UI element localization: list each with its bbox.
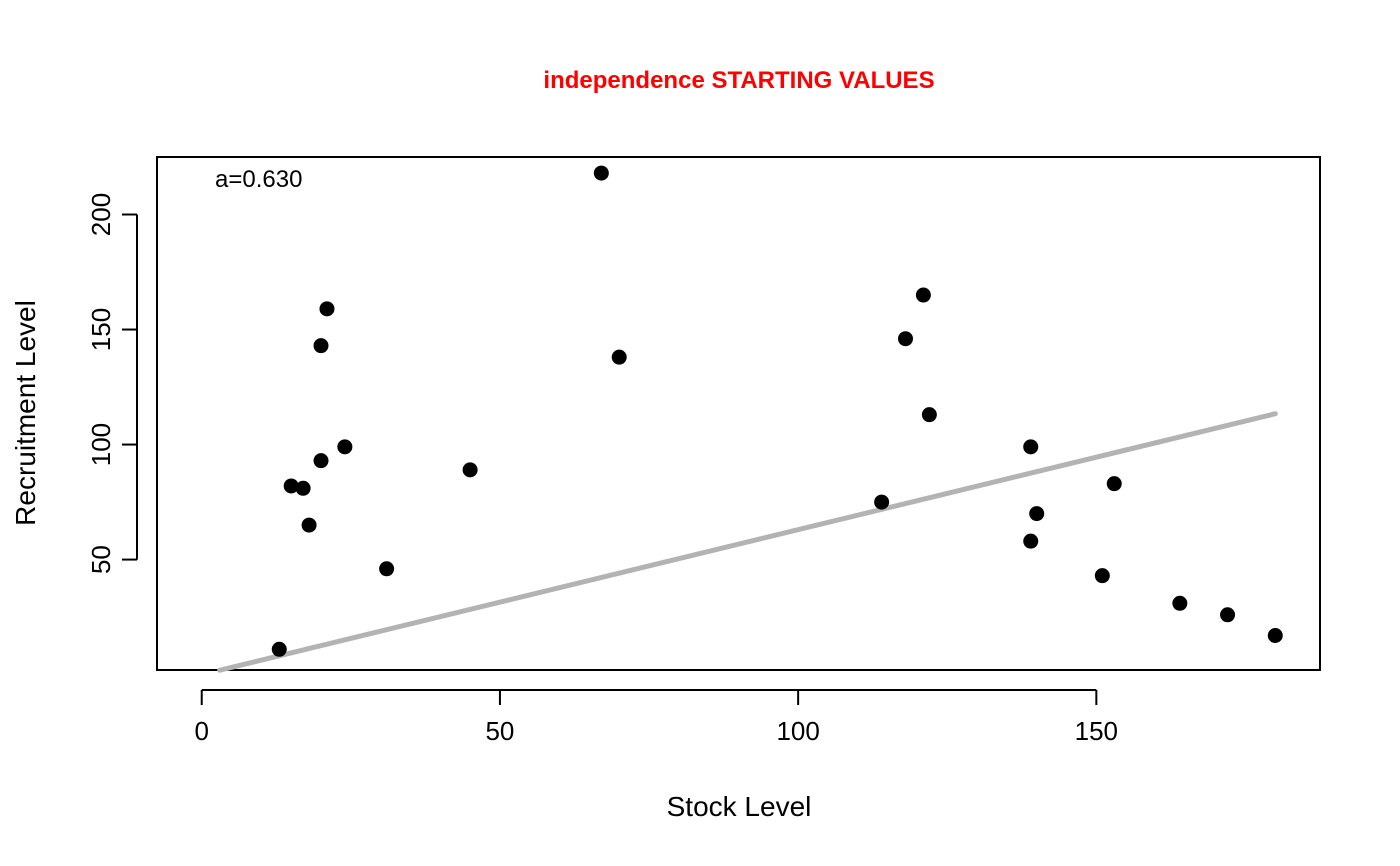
data-point <box>921 407 937 423</box>
y-tick-label: 100 <box>86 423 116 466</box>
points-group <box>271 165 1283 657</box>
data-point <box>1023 533 1039 549</box>
x-tick-label: 50 <box>485 716 514 746</box>
data-point <box>271 641 287 657</box>
data-point <box>1094 568 1110 584</box>
data-point <box>462 462 478 478</box>
data-point <box>1172 595 1188 611</box>
data-point <box>897 331 913 347</box>
data-point <box>1267 627 1283 643</box>
x-tick-label: 150 <box>1075 716 1118 746</box>
data-point <box>593 165 609 181</box>
data-point <box>295 480 311 496</box>
data-point <box>283 478 299 494</box>
x-tick-label: 0 <box>194 716 208 746</box>
fit-line <box>217 411 1278 673</box>
y-tick-label: 50 <box>86 545 116 574</box>
y-axis-label: Recruitment Level <box>10 300 41 526</box>
data-point <box>313 338 329 354</box>
data-point <box>379 561 395 577</box>
data-point <box>1023 439 1039 455</box>
x-tick-label: 100 <box>776 716 819 746</box>
data-point <box>874 494 890 510</box>
data-point <box>337 439 353 455</box>
y-axis: 50 100 150 200 <box>86 193 138 574</box>
data-point <box>1106 476 1122 492</box>
data-point <box>915 287 931 303</box>
x-axis-label: Stock Level <box>667 791 812 822</box>
data-point <box>319 301 335 317</box>
y-tick-label: 150 <box>86 308 116 351</box>
annotation-a-value: a=0.630 <box>215 166 302 193</box>
chart-title: independence STARTING VALUES <box>543 67 934 94</box>
data-point <box>313 453 329 469</box>
data-point <box>1029 506 1045 522</box>
fit-line-group <box>217 411 1278 673</box>
data-point <box>301 517 317 533</box>
plot-frame <box>156 156 1321 671</box>
y-tick-label: 200 <box>86 193 116 236</box>
data-point <box>1220 607 1236 623</box>
x-axis: 0 50 100 150 <box>194 689 1118 746</box>
data-point <box>611 349 627 365</box>
